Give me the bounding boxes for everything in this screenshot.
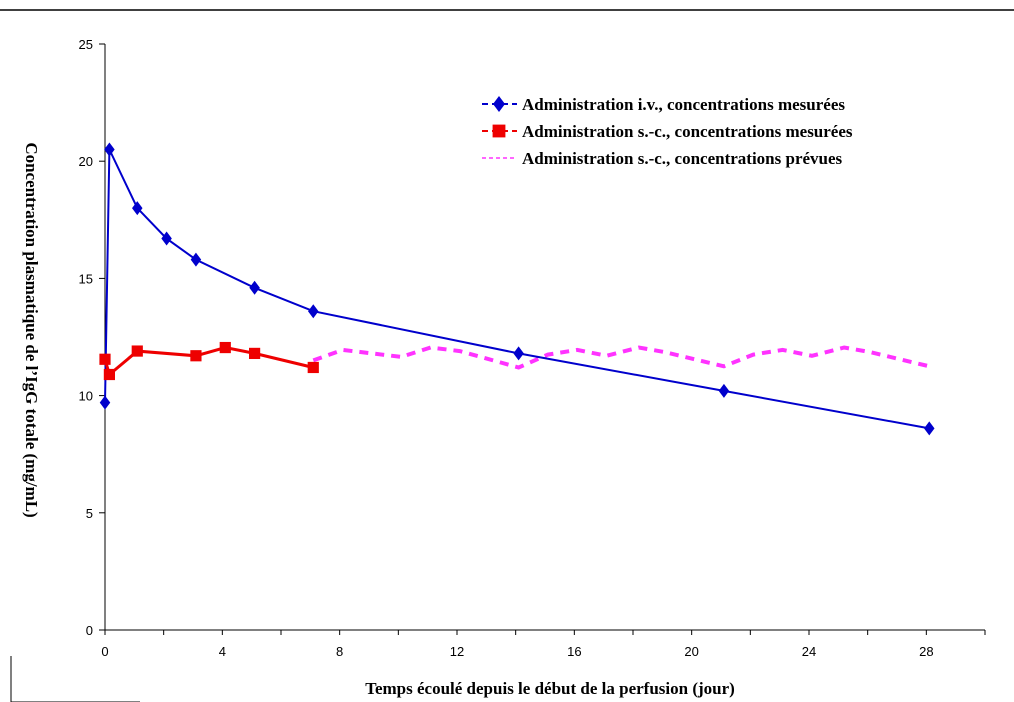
x-axis-title: Temps écoulé depuis le début de la perfu…: [365, 679, 735, 698]
y-tick-label: 0: [86, 623, 93, 638]
y-tick-label: 25: [79, 37, 93, 52]
series-1: [99, 341, 319, 381]
data-point: [99, 395, 111, 410]
x-tick-label: 28: [919, 644, 933, 659]
data-point: [190, 252, 202, 267]
data-point: [161, 231, 172, 246]
data-point: [924, 421, 935, 436]
legend-item: Administration s.-c., concentrations mes…: [482, 122, 853, 141]
series-layer: [99, 142, 935, 436]
y-tick-label: 15: [79, 271, 93, 286]
x-tick-label: 4: [219, 644, 226, 659]
x-tick-label: 20: [684, 644, 698, 659]
data-point: [99, 353, 111, 365]
x-tick-label: 0: [101, 644, 108, 659]
data-point: [249, 280, 260, 295]
x-tick-label: 16: [567, 644, 581, 659]
legend-label: Administration s.-c., concentrations pré…: [522, 149, 843, 168]
data-point: [219, 341, 231, 354]
series-2: [312, 345, 930, 370]
legend-label: Administration i.v., concentrations mesu…: [522, 95, 845, 114]
data-point: [131, 345, 143, 357]
legend-label: Administration s.-c., concentrations mes…: [522, 122, 853, 141]
series-line: [312, 345, 930, 370]
x-tick-label: 12: [450, 644, 464, 659]
x-tick-label: 24: [802, 644, 816, 659]
data-point: [249, 347, 261, 360]
y-axis-title: Concentration plasmatique de l’IgG total…: [22, 142, 41, 517]
axes: 0 4 8 12 16 20 24 28 0 5 10 15 20 25: [79, 37, 986, 659]
legend: Administration i.v., concentrations mesu…: [482, 95, 853, 168]
data-point: [513, 346, 524, 361]
y-tick-label: 10: [79, 389, 93, 404]
series-0: [99, 142, 935, 436]
data-point: [104, 142, 115, 157]
legend-swatch-marker: [492, 124, 506, 138]
legend-swatch-marker: [493, 96, 505, 112]
y-tick-label: 5: [86, 506, 93, 521]
legend-item: Administration s.-c., concentrations pré…: [482, 149, 843, 168]
data-point: [103, 368, 115, 381]
data-point: [307, 361, 319, 374]
series-line: [104, 149, 930, 430]
y-tick-label: 20: [79, 154, 93, 169]
legend-item: Administration i.v., concentrations mesu…: [482, 95, 845, 114]
data-point: [718, 383, 730, 398]
data-point: [132, 201, 143, 216]
x-tick-label: 8: [336, 644, 343, 659]
data-point: [190, 350, 202, 362]
data-point: [308, 304, 319, 319]
